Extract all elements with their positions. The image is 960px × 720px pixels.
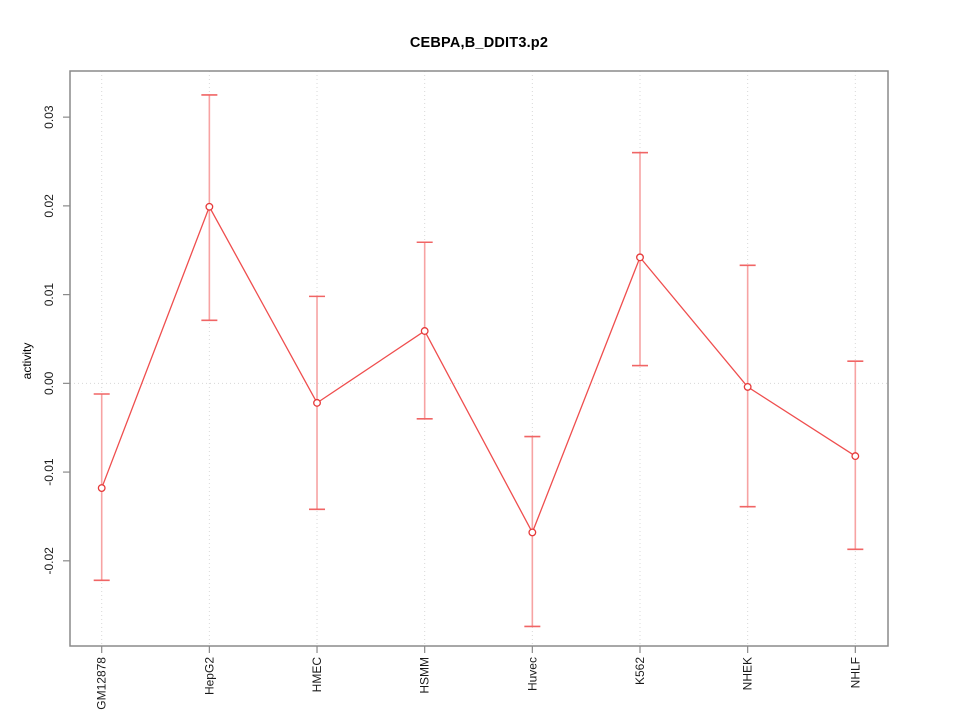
x-tick-label: NHLF — [848, 657, 862, 688]
x-tick-label: Huvec — [525, 657, 539, 691]
y-tick-label: -0.01 — [42, 458, 56, 486]
y-tick-label: 0.01 — [42, 283, 56, 307]
data-point — [743, 382, 752, 391]
data-point — [313, 398, 321, 407]
data-point — [636, 253, 644, 262]
plot-border — [69, 70, 889, 647]
y-tick-label: 0.03 — [42, 105, 56, 129]
data-point — [97, 484, 106, 493]
x-tick-label: GM12878 — [95, 657, 109, 710]
chart-title: CEBPA,B_DDIT3.p2 — [409, 35, 549, 51]
x-tick-label: K562 — [633, 657, 647, 685]
x-tick-label: HSMM — [418, 657, 432, 694]
data-point — [420, 327, 429, 335]
data-point — [205, 202, 214, 211]
y-tick-label: -0.02 — [42, 547, 56, 575]
y-tick-label: 0.02 — [42, 194, 56, 218]
y-tick-label: 0.00 — [42, 371, 56, 395]
x-tick-label: HepG2 — [202, 657, 216, 695]
x-tick-label: HMEC — [310, 657, 324, 693]
data-point — [851, 452, 860, 461]
x-tick-label: NHEK — [741, 657, 755, 690]
series-line — [101, 205, 856, 534]
data-point — [528, 528, 537, 537]
